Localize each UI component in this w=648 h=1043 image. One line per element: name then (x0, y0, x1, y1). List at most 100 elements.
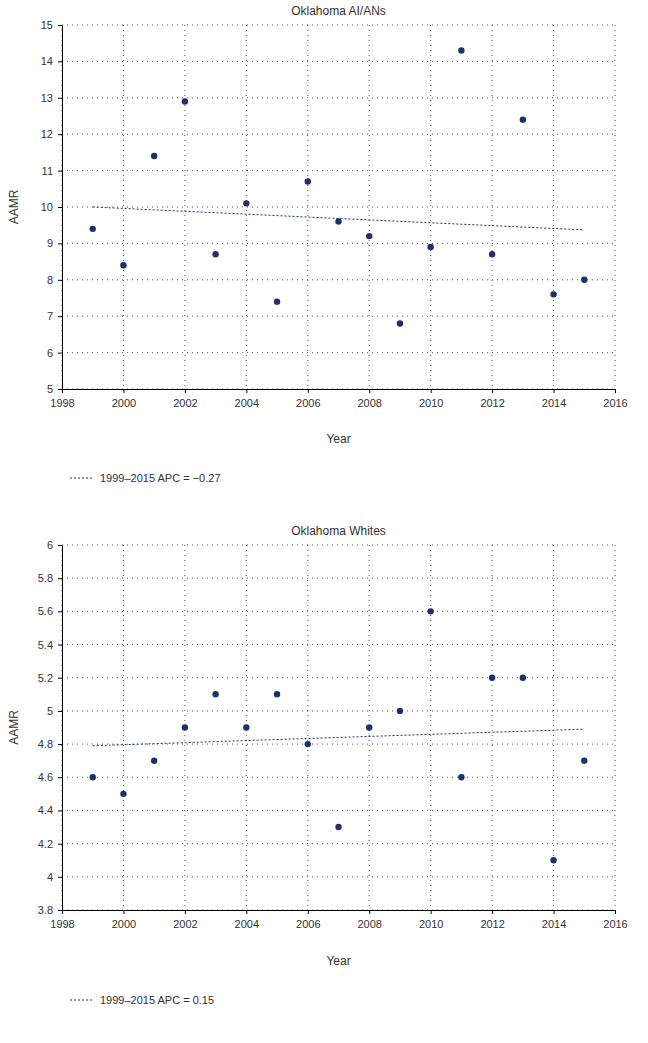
x-axis-line (63, 911, 616, 915)
y-tick-mark (58, 910, 62, 911)
x-tick-mark (492, 389, 493, 393)
x-tick: 2000 (112, 389, 136, 409)
grid-line-y (62, 677, 615, 678)
x-tick-mark (123, 389, 124, 393)
y-tick: 9 (47, 237, 62, 249)
x-tick: 2012 (480, 910, 504, 930)
point (397, 708, 403, 714)
legend-symbol (70, 1000, 94, 1001)
trend-line (93, 207, 585, 230)
x-tick-mark (185, 389, 186, 393)
x-tick-mark (369, 910, 370, 914)
grid-line-y (62, 97, 615, 98)
y-tick-mark (58, 678, 62, 679)
y-tick-label: 4.2 (38, 838, 53, 850)
y-tick-label: 5 (47, 383, 53, 395)
x-tick: 2004 (235, 389, 259, 409)
y-tick-mark (58, 207, 62, 208)
x-tick-mark (431, 910, 432, 914)
point (335, 824, 341, 830)
x-axis: 1998200020022004200620082010201220142016 (50, 389, 627, 409)
grid-line-x (430, 25, 431, 389)
y-tick-mark (58, 280, 62, 281)
x-tick: 2002 (173, 389, 197, 409)
point (243, 724, 249, 730)
point (489, 251, 495, 257)
y-tick-label: 11 (42, 165, 53, 177)
x-tick-mark (308, 389, 309, 393)
y-tick-label: 5.6 (38, 605, 53, 617)
y-tick: 4.4 (38, 804, 62, 816)
grid-line-y (62, 777, 615, 778)
point (335, 218, 341, 224)
x-axis-title: Year (326, 954, 350, 968)
grid-line-y (62, 279, 615, 280)
grid-line-y (62, 545, 615, 546)
y-tick: 10 (41, 201, 62, 213)
x-tick-label: 1998 (50, 397, 74, 409)
y-tick-mark (58, 25, 62, 26)
y-tick-mark (58, 611, 62, 612)
grid-line-y (62, 876, 615, 877)
x-axis-title: Year (326, 432, 350, 446)
y-tick-mark (58, 810, 62, 811)
grid-line-y (62, 170, 615, 171)
y-axis: 3.844.24.44.64.855.25.45.65.86 (38, 539, 63, 916)
plot-marks (90, 47, 588, 326)
x-tick: 2012 (480, 389, 504, 409)
y-tick: 7 (47, 310, 62, 322)
point (520, 116, 526, 122)
y-tick: 12 (41, 128, 62, 140)
y-tick-label: 4.6 (38, 771, 53, 783)
y-tick: 8 (47, 274, 62, 286)
y-tick-mark (58, 134, 62, 135)
x-tick: 2008 (357, 910, 381, 930)
y-tick: 6 (47, 347, 62, 359)
grid-line-y (62, 61, 615, 62)
x-tick-label: 2004 (235, 918, 259, 930)
x-tick-mark (369, 389, 370, 393)
point (366, 233, 372, 239)
x-tick: 2006 (296, 910, 320, 930)
y-tick-mark (58, 578, 62, 579)
y-tick-mark (58, 389, 62, 390)
y-tick: 14 (41, 55, 62, 67)
x-tick-mark (615, 910, 616, 914)
y-tick: 3.8 (38, 904, 62, 916)
y-axis-line (58, 546, 63, 911)
x-tick-mark (123, 910, 124, 914)
x-tick-mark (554, 910, 555, 914)
chart: Oklahoma Whites1998200020022004200620082… (7, 524, 628, 1006)
x-tick: 2008 (357, 389, 381, 409)
point (151, 153, 157, 159)
grid-line-y (62, 843, 615, 844)
x-tick: 2014 (542, 910, 566, 930)
point (458, 774, 464, 780)
title: Oklahoma AI/ANs (291, 4, 386, 18)
point (182, 724, 188, 730)
point (274, 298, 280, 304)
x-tick-label: 2012 (480, 397, 504, 409)
y-tick-label: 3.8 (38, 904, 53, 916)
legend: 1999–2015 APC = −0.27 (70, 472, 221, 484)
y-tick-label: 8 (47, 274, 53, 286)
x-tick-label: 2014 (542, 397, 566, 409)
y-tick: 4.6 (38, 771, 62, 783)
point (151, 757, 157, 763)
x-tick-label: 2004 (235, 397, 259, 409)
x-tick: 2016 (603, 389, 627, 409)
grid-line-x (492, 545, 493, 910)
grid-line-y (62, 578, 615, 579)
y-tick: 4 (47, 871, 62, 883)
y-tick-mark (58, 844, 62, 845)
y-axis: 56789101112131415 (41, 19, 63, 395)
grid (62, 25, 615, 389)
y-tick: 5 (47, 705, 62, 717)
point (427, 244, 433, 250)
x-tick: 1998 (50, 910, 74, 930)
y-tick-label: 5 (47, 705, 53, 717)
point (366, 724, 372, 730)
point (305, 178, 311, 184)
grid (62, 545, 615, 910)
y-tick: 4.8 (38, 738, 62, 750)
